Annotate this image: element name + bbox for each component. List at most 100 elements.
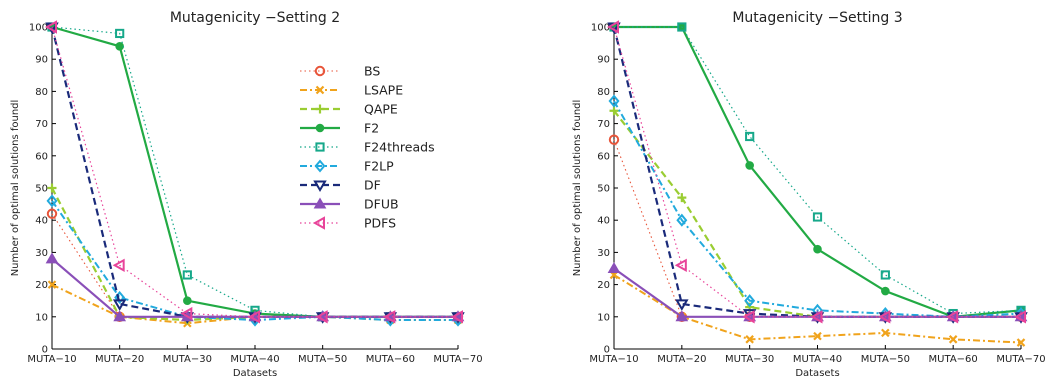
data-point bbox=[813, 244, 822, 254]
legend-marker bbox=[314, 159, 326, 173]
legend-label: F2LP bbox=[364, 159, 394, 174]
legend-entry-pdfs: PDFS bbox=[300, 216, 396, 231]
data-point bbox=[745, 131, 755, 142]
y-tick-label: 0 bbox=[604, 345, 610, 356]
data-point bbox=[878, 310, 891, 324]
chart-title: Mutagenicity −Setting 2 bbox=[170, 10, 340, 26]
y-tick-label: 100 bbox=[29, 23, 48, 34]
x-tick-label: MUTA−70 bbox=[433, 354, 482, 365]
series-f2 bbox=[47, 22, 463, 322]
data-point bbox=[677, 22, 687, 32]
data-point bbox=[450, 310, 463, 324]
x-tick-label: MUTA−60 bbox=[929, 354, 978, 365]
x-tick-label: MUTA−20 bbox=[95, 354, 144, 365]
legend-marker bbox=[315, 142, 325, 152]
x-tick-label: MUTA−20 bbox=[657, 354, 706, 365]
data-point bbox=[44, 20, 57, 34]
x-tick-label: MUTA−60 bbox=[366, 354, 415, 365]
x-tick-label: MUTA−10 bbox=[27, 354, 76, 365]
data-point bbox=[812, 212, 823, 222]
legend-label: LSAPE bbox=[364, 83, 403, 98]
data-point bbox=[315, 310, 328, 324]
data-point bbox=[674, 258, 687, 272]
data-point bbox=[180, 306, 193, 321]
series-f2 bbox=[609, 22, 1026, 322]
data-point bbox=[115, 42, 124, 51]
series-f2lp bbox=[608, 94, 1027, 324]
series-line bbox=[613, 139, 1021, 318]
data-point bbox=[810, 310, 823, 324]
series-line bbox=[50, 26, 458, 318]
legend-marker bbox=[314, 65, 326, 77]
series-dfub bbox=[607, 262, 1028, 322]
series-line bbox=[51, 26, 458, 318]
x-tick-label: MUTA−30 bbox=[725, 354, 774, 365]
data-point bbox=[113, 310, 127, 322]
data-point bbox=[745, 161, 754, 170]
series-f24threads bbox=[47, 22, 463, 322]
legend-marker bbox=[312, 216, 325, 230]
legend-entry-f24threads: F24threads bbox=[300, 140, 435, 155]
data-point bbox=[45, 252, 59, 264]
y-tick-label: 50 bbox=[597, 184, 610, 195]
legend-entry-df: DF bbox=[300, 178, 381, 193]
data-point bbox=[46, 208, 58, 219]
series-f24threads bbox=[609, 22, 1026, 319]
series-df bbox=[607, 22, 1028, 324]
legend-label: F24threads bbox=[364, 140, 435, 155]
y-tick-label: 90 bbox=[597, 55, 610, 66]
y-tick-label: 40 bbox=[35, 216, 48, 227]
y-tick-label: 80 bbox=[597, 87, 610, 98]
series-line bbox=[51, 26, 458, 318]
data-point bbox=[677, 193, 687, 203]
legend-entry-f2lp: F2LP bbox=[300, 159, 394, 174]
series-line bbox=[613, 26, 1021, 318]
y-axis-label: Number of optimal solutions foundl bbox=[10, 100, 21, 277]
data-point bbox=[881, 328, 890, 338]
legend-label: BS bbox=[364, 64, 380, 79]
legend-label: DFUB bbox=[364, 197, 399, 212]
series-line bbox=[613, 274, 1022, 344]
data-point bbox=[675, 299, 689, 311]
data-point bbox=[1013, 310, 1026, 324]
data-point bbox=[383, 310, 396, 324]
data-point bbox=[609, 106, 619, 116]
legend-label: PDFS bbox=[364, 216, 396, 231]
series-pdfs bbox=[44, 20, 463, 324]
data-point bbox=[676, 213, 688, 227]
data-point bbox=[47, 280, 57, 289]
legend-label: DF bbox=[364, 178, 381, 193]
y-tick-label: 70 bbox=[35, 119, 48, 130]
y-tick-label: 30 bbox=[597, 248, 610, 259]
series-pdfs bbox=[606, 20, 1026, 324]
series-line bbox=[51, 200, 458, 322]
series-line bbox=[612, 26, 1021, 318]
series-lsape bbox=[609, 270, 1026, 347]
data-point bbox=[880, 270, 890, 280]
data-point bbox=[115, 28, 125, 39]
y-tick-label: 80 bbox=[35, 87, 48, 98]
y-tick-label: 30 bbox=[35, 248, 48, 259]
x-tick-label: MUTA−40 bbox=[793, 354, 842, 365]
legend-entry-dfub: DFUB bbox=[300, 197, 399, 212]
data-point bbox=[183, 296, 192, 306]
y-tick-label: 90 bbox=[35, 55, 48, 66]
x-axis-label: Datasets bbox=[233, 368, 277, 378]
series-bs bbox=[608, 134, 1027, 322]
series-f2lp bbox=[46, 194, 464, 327]
data-point bbox=[112, 258, 125, 272]
y-tick-label: 60 bbox=[597, 151, 610, 162]
y-tick-label: 100 bbox=[591, 23, 610, 34]
legend: BS LSAPE QAPE F2 F24threads F2LP DF DFUB PDFS bbox=[300, 64, 435, 231]
x-tick-label: MUTA−50 bbox=[861, 354, 910, 365]
data-point bbox=[608, 94, 620, 108]
y-tick-label: 50 bbox=[35, 184, 48, 195]
y-tick-label: 40 bbox=[597, 216, 610, 227]
data-point bbox=[745, 335, 754, 344]
data-point bbox=[112, 299, 127, 311]
y-axis-label: Number of optimal solutions foundl bbox=[572, 100, 583, 277]
y-tick-label: 20 bbox=[597, 280, 610, 291]
data-point bbox=[606, 20, 619, 34]
data-point bbox=[946, 310, 959, 324]
